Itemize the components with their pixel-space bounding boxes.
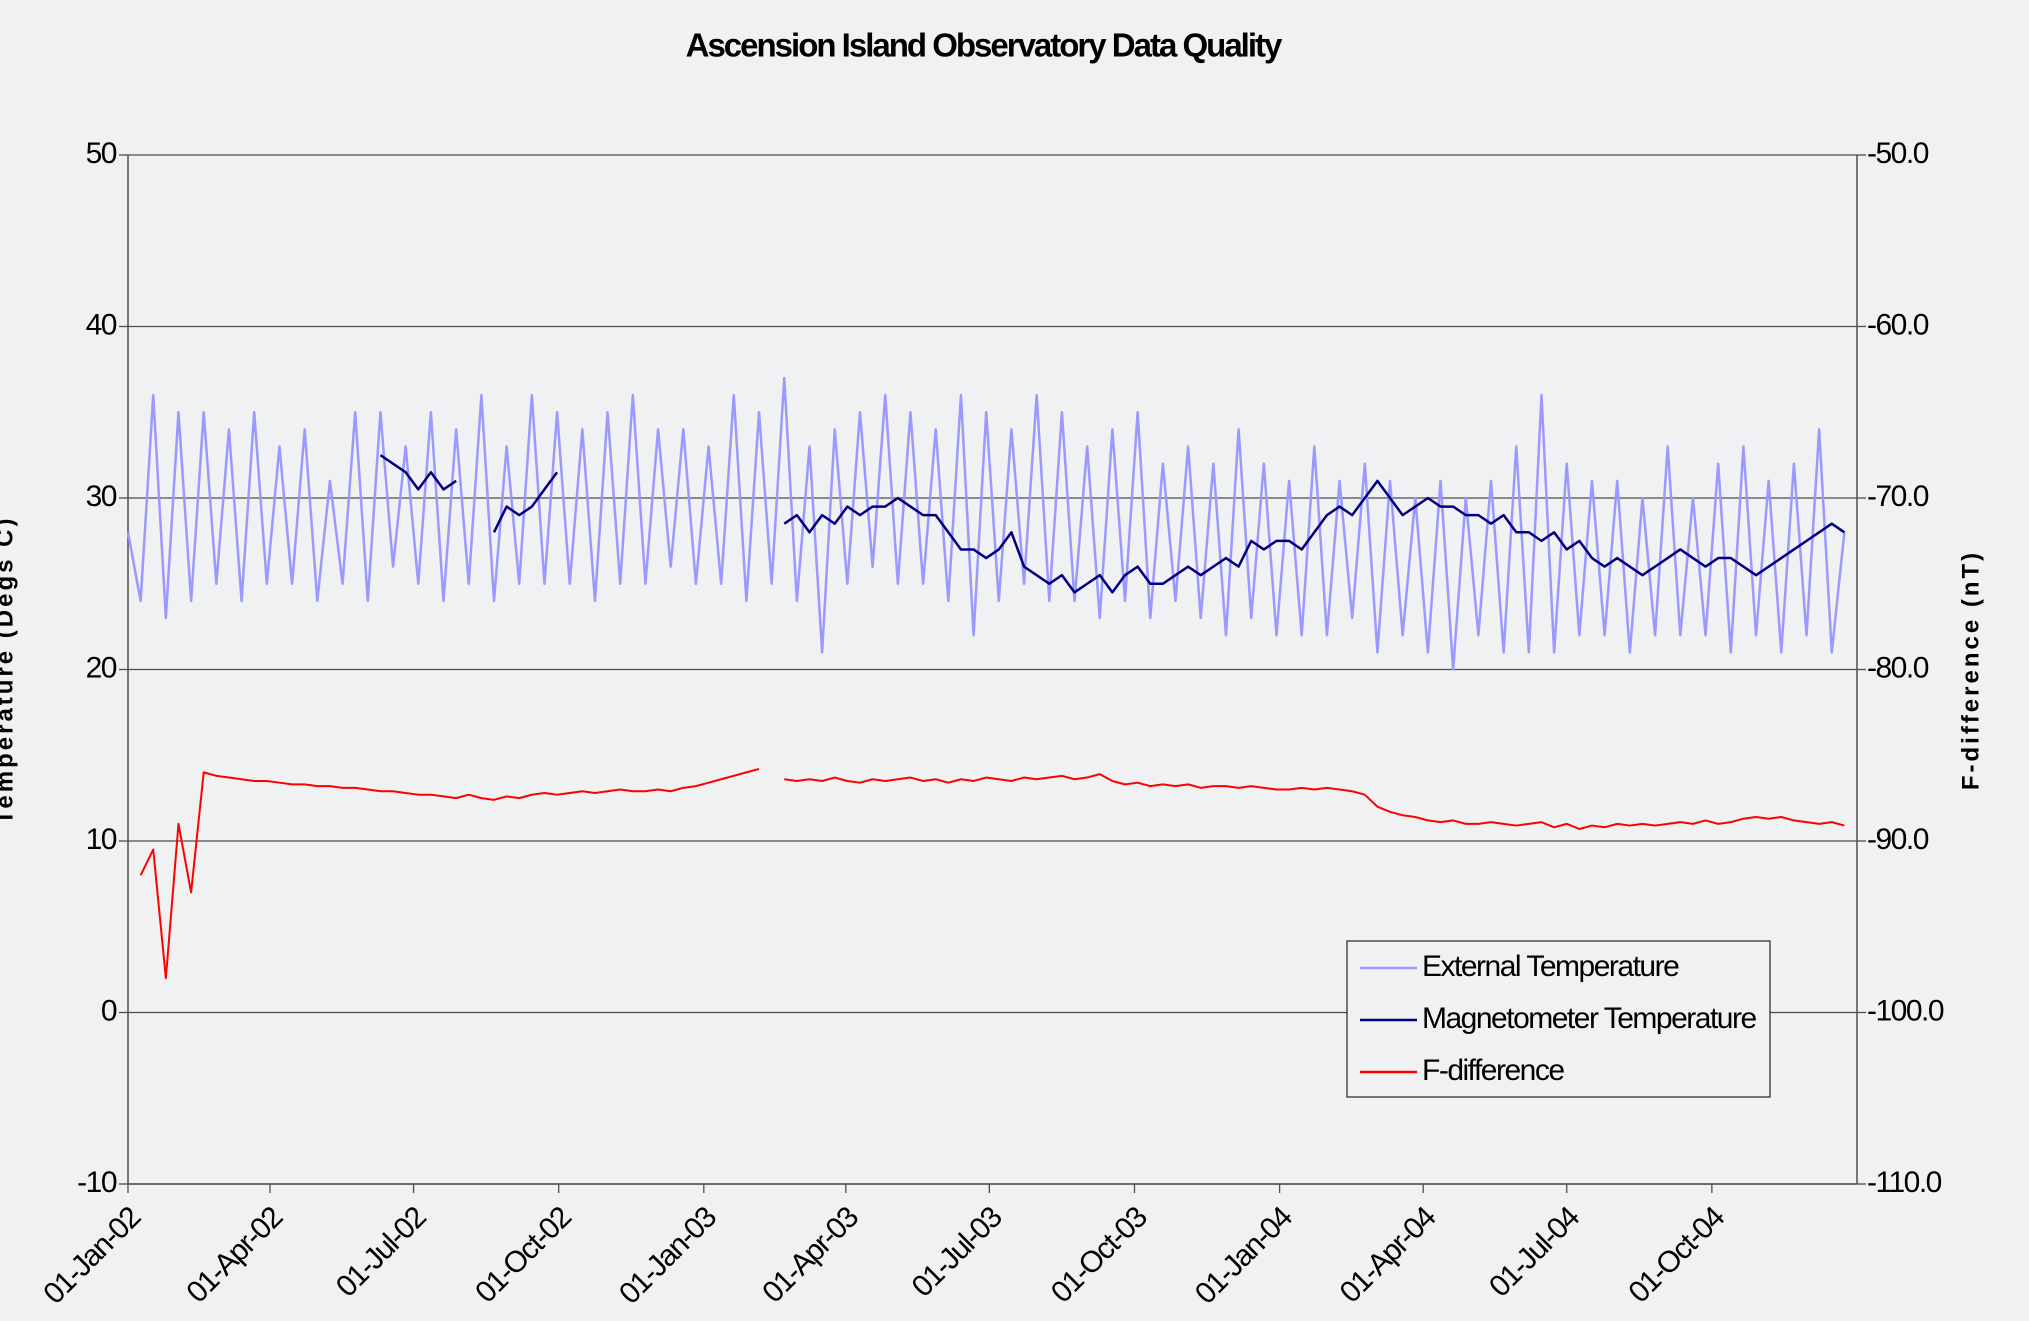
y-tick-label: 10 — [86, 823, 117, 856]
y2-tick-label: -80.0 — [1867, 651, 1929, 684]
legend-label: Magnetometer Temperature — [1422, 1002, 1756, 1035]
y2-tick-label: -50.0 — [1867, 137, 1929, 170]
y2-tick-label: -110.0 — [1867, 1166, 1942, 1199]
series-line — [126, 376, 1846, 671]
legend-label: External Temperature — [1422, 950, 1679, 983]
y2-tick-label: -100.0 — [1867, 994, 1944, 1027]
y-tick-label: 50 — [86, 137, 117, 170]
legend-label: F-difference — [1422, 1054, 1564, 1087]
y-tick-label: 30 — [86, 480, 117, 513]
y2-tick-label: -60.0 — [1867, 308, 1929, 341]
y-tick-label: 0 — [101, 994, 117, 1027]
y2-tick-label: -70.0 — [1867, 480, 1929, 513]
series-line — [139, 768, 1845, 980]
legend-box — [1346, 940, 1771, 1098]
series-line — [379, 454, 1846, 594]
legend: External Temperature Magnetometer Tempera… — [1346, 940, 1771, 1098]
y2-tick-label: -90.0 — [1867, 823, 1929, 856]
y-tick-label: -10 — [77, 1166, 117, 1199]
chart-title: Ascension Island Observatory Data Qualit… — [686, 27, 1283, 64]
y-axis-label: Temperature (Degs C) — [0, 516, 18, 825]
y-tick-label: 20 — [86, 651, 117, 684]
y-tick-label: 40 — [86, 308, 117, 341]
y2-axis-label: F-difference (nT) — [1957, 550, 1984, 790]
